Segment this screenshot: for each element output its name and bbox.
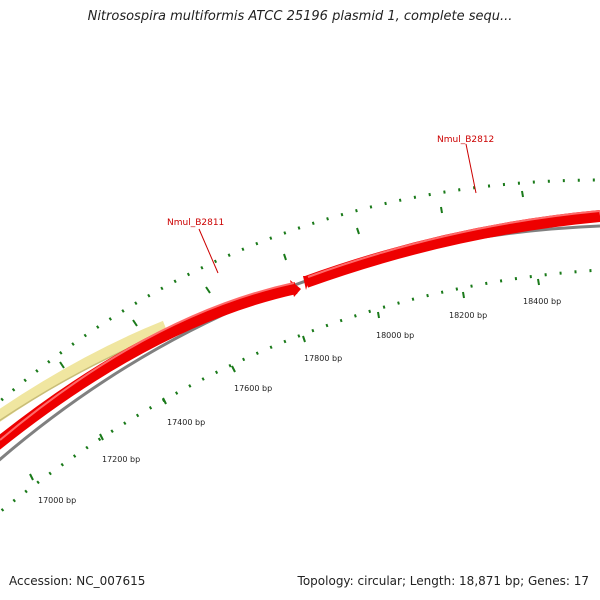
tick-label-17800: 17800 bp <box>304 354 342 363</box>
gene-label-leader-2 <box>465 143 477 194</box>
map-title: Nitrosospira multiformis ATCC 25196 plas… <box>87 9 513 24</box>
tick-label-17000: 17000 bp <box>38 496 76 505</box>
gene-arc-2 <box>303 210 600 288</box>
backbone <box>0 224 600 462</box>
gene-label-leader-1 <box>198 228 219 274</box>
gene-arc-2-arrow <box>303 276 310 290</box>
tick-label-17600: 17600 bp <box>234 384 272 393</box>
tick-label-18200: 18200 bp <box>449 311 487 320</box>
inner-scale-ring <box>0 268 600 514</box>
outer-scale-ring <box>0 178 600 404</box>
tick-label-18400: 18400 bp <box>523 297 561 306</box>
tick-label-17200: 17200 bp <box>102 455 140 464</box>
topology-summary: Topology: circular; Length: 18,871 bp; G… <box>297 574 589 588</box>
gene-label-1: Nmul_B2811 <box>167 218 224 228</box>
gene-label-2: Nmul_B2812 <box>437 135 494 145</box>
accession-label: Accession: NC_007615 <box>9 574 146 588</box>
gene-arc-1 <box>0 282 298 450</box>
tick-label-17400: 17400 bp <box>167 418 205 427</box>
tick-label-18000: 18000 bp <box>376 331 414 340</box>
feature-other <box>0 320 168 422</box>
